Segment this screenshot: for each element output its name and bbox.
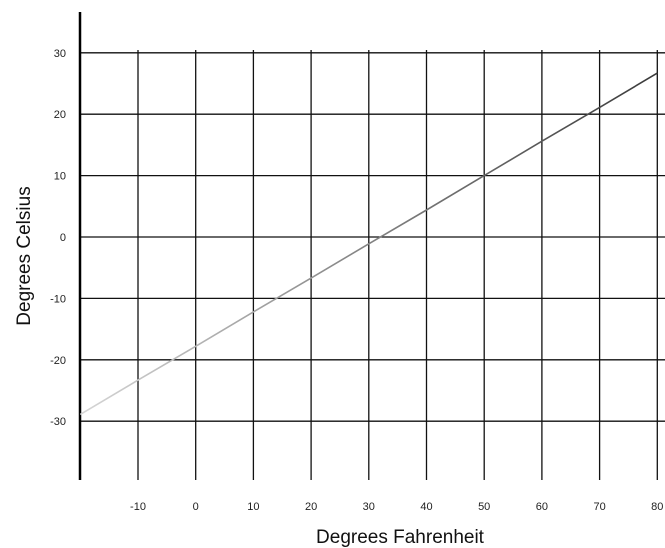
y-tick-label: 30	[54, 48, 66, 60]
y-tick-label: -10	[50, 293, 66, 305]
y-axis-title: Degrees Celsius	[14, 186, 35, 325]
x-tick-label: 0	[193, 501, 199, 513]
tick-labels: -10 0 10 20 30 40 50 60 70 80 30 20 10 0 -10 -20 -30	[50, 48, 663, 513]
y-tick-label: -20	[50, 355, 66, 367]
x-tick-label: 10	[247, 501, 259, 513]
grid	[80, 50, 665, 480]
x-tick-label: 50	[478, 501, 490, 513]
x-tick-label: -10	[130, 501, 146, 513]
y-tick-label: -30	[50, 416, 66, 428]
x-tick-label: 80	[651, 501, 663, 513]
x-tick-label: 70	[593, 501, 605, 513]
x-tick-label: 60	[536, 501, 548, 513]
x-axis-title: Degrees Fahrenheit	[316, 527, 485, 548]
y-tick-label: 20	[54, 109, 66, 121]
x-tick-label: 20	[305, 501, 317, 513]
series-layer	[79, 72, 658, 416]
y-tick-label: 10	[54, 171, 66, 183]
x-tick-label: 30	[363, 501, 375, 513]
y-tick-label: 0	[60, 232, 66, 244]
x-tick-label: 40	[420, 501, 432, 513]
series-line	[79, 72, 658, 416]
